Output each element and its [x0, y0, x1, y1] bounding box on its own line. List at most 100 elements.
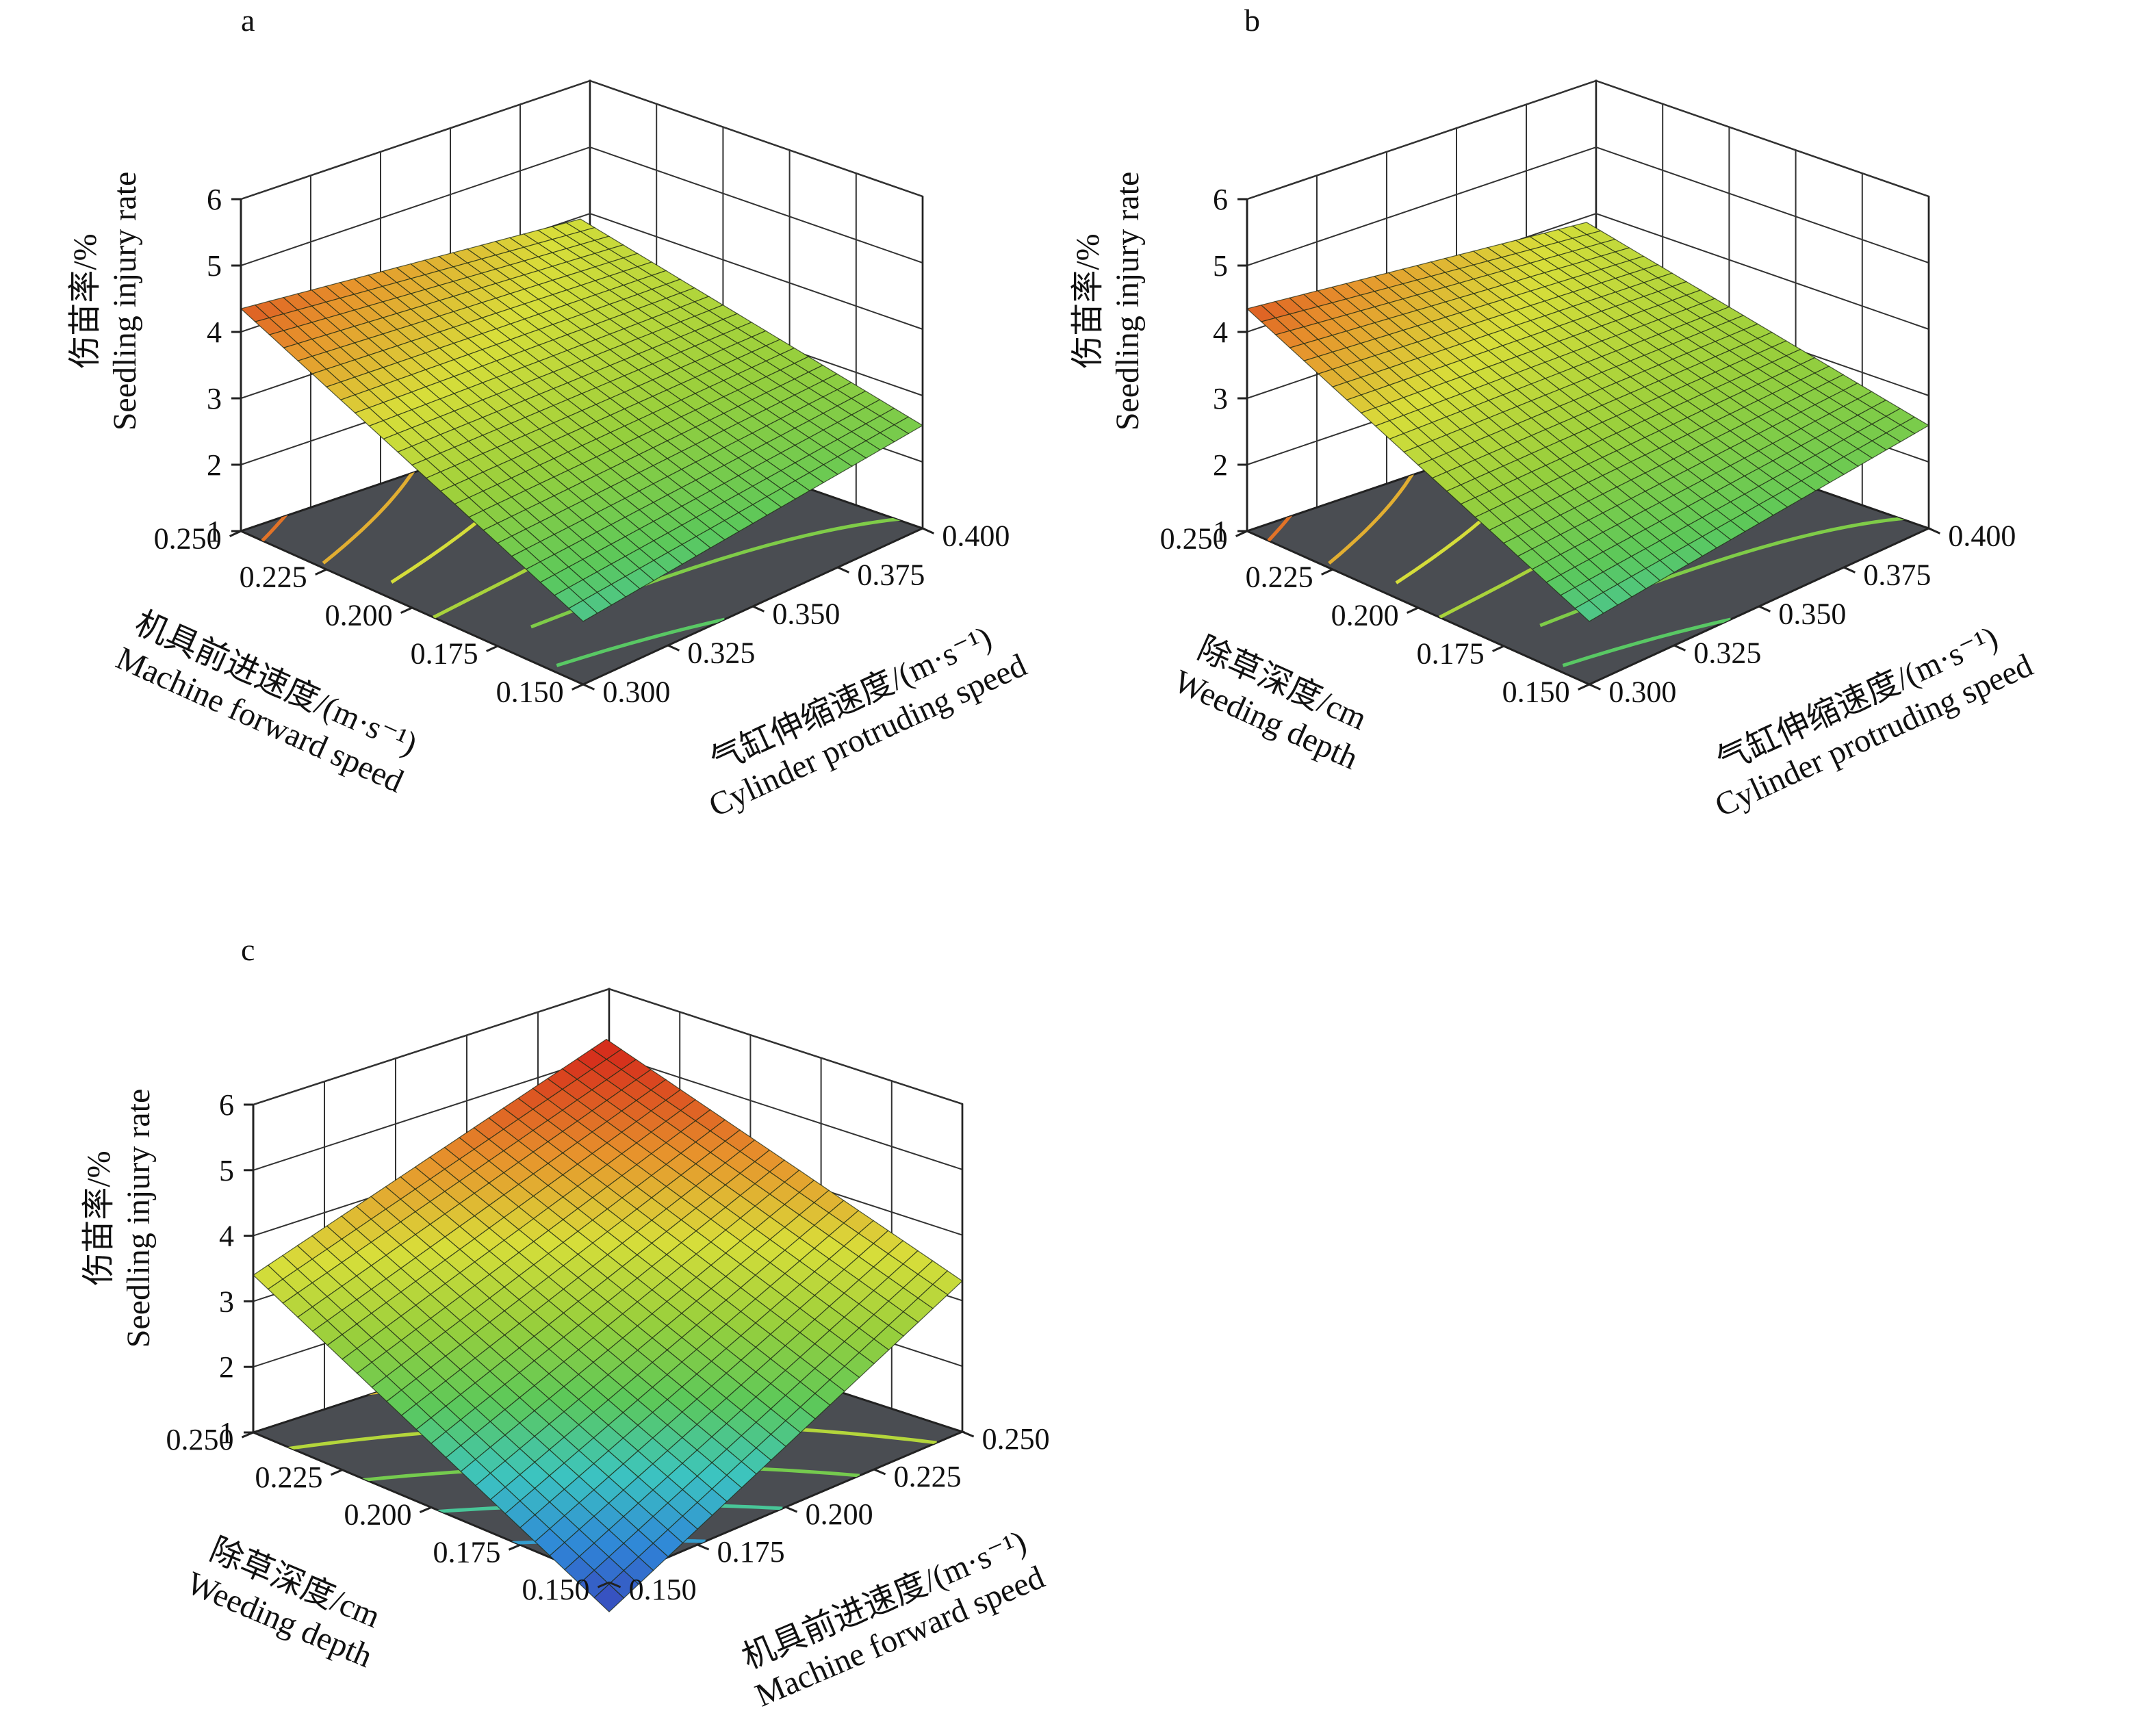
x-tick-mark [241, 1431, 254, 1439]
x-tick-mark [572, 683, 584, 691]
response-surface [1246, 222, 1930, 622]
x-tick-label: 0.225 [240, 561, 307, 594]
y-tick-label: 0.375 [1863, 558, 1931, 591]
z-tick-label: 4 [207, 316, 222, 349]
wall-gridline [1246, 146, 1929, 266]
z-tick-label: 6 [1213, 183, 1228, 216]
z-axis-title-cn: 伤苗率/% [81, 1150, 117, 1285]
x-tick-mark [597, 1581, 610, 1588]
surface-cell [1574, 600, 1604, 622]
y-tick-label: 0.300 [1608, 675, 1676, 708]
z-axis-title: 伤苗率/% Seedling injury rate [1070, 172, 1146, 431]
z-tick-label: 1 [207, 515, 222, 548]
z-axis-title-cn: 伤苗率/% [1070, 233, 1106, 368]
x-tick-label: 0.200 [344, 1498, 411, 1532]
wall-gridline [1246, 79, 1929, 200]
z-tick-label: 3 [207, 382, 222, 415]
response-surface [253, 1038, 963, 1612]
x-tick-mark [1578, 683, 1590, 691]
contour-line [1562, 617, 1732, 667]
z-tick-label: 3 [1213, 382, 1228, 415]
panel-c: 1 2 3 4 5 6 0.250 0.225 0.200 0.175 0.150 0.150 0.17… [81, 932, 1050, 1711]
y-tick-mark [785, 1506, 798, 1513]
z-tick-label: 1 [219, 1416, 234, 1450]
y-tick-label: 0.150 [629, 1573, 697, 1606]
y-tick-label: 0.400 [1948, 519, 2016, 552]
surface-cell [568, 600, 598, 622]
y-tick-mark [752, 605, 765, 613]
x-tick-label: 0.175 [411, 637, 478, 671]
z-tick-label: 5 [1213, 249, 1228, 283]
z-tick-label: 1 [1213, 515, 1228, 548]
x-tick-mark [419, 1506, 432, 1513]
response-surface [240, 218, 924, 622]
y-tick-mark [1928, 527, 1941, 535]
y-tick-label: 0.350 [1778, 597, 1846, 630]
panel-label: a [241, 3, 255, 38]
z-tick-label: 3 [219, 1285, 234, 1318]
z-tick-label: 6 [207, 183, 222, 216]
z-tick-label: 5 [219, 1154, 234, 1187]
y-tick-label: 0.300 [602, 675, 670, 708]
y-tick-mark [837, 566, 850, 574]
x-tick-label: 0.200 [325, 599, 393, 632]
x-tick-label: 0.150 [496, 676, 564, 709]
z-axis-title-en: Seedling injury rate [120, 1089, 157, 1348]
panel-a: 1 2 3 4 5 6 0.250 0.225 0.200 0.175 0.150 0.300 0.32… [67, 3, 1032, 824]
x-tick-label: 0.225 [255, 1461, 322, 1494]
z-tick-label: 2 [219, 1350, 234, 1384]
z-axis-title-en: Seedling injury rate [1109, 172, 1146, 431]
y-tick-mark [582, 683, 595, 691]
x-tick-mark [1492, 645, 1504, 652]
surface-cell [593, 1583, 625, 1612]
y-tick-mark [608, 1581, 621, 1588]
x-tick-mark [486, 645, 498, 652]
x-tick-label: 0.250 [154, 522, 222, 556]
wall-gridline [240, 146, 923, 266]
z-axis-title: 伤苗率/% Seedling injury rate [67, 172, 143, 431]
contour-line [1539, 516, 1910, 628]
y-tick-label: 0.400 [942, 519, 1010, 552]
x-tick-label: 0.150 [522, 1573, 589, 1606]
wall-gridline [253, 988, 963, 1105]
y-tick-mark [697, 1543, 710, 1551]
y-tick-label: 0.175 [717, 1535, 785, 1569]
x-axis-title: 机具前进速度/(m·s⁻¹)Machine forward speed [111, 605, 422, 800]
y-tick-label: 0.350 [772, 597, 840, 630]
y-tick-label: 0.200 [806, 1497, 873, 1531]
x-tick-label: 0.225 [1246, 561, 1313, 594]
x-tick-label: 0.175 [433, 1535, 500, 1569]
z-tick-label: 2 [1213, 448, 1228, 482]
y-tick-mark [1758, 605, 1771, 613]
y-tick-label: 0.325 [1693, 636, 1761, 669]
panel-label: c [241, 932, 255, 967]
y-tick-mark [922, 527, 935, 535]
wall-gridline [240, 79, 923, 200]
z-tick-label: 5 [207, 249, 222, 283]
z-tick-label: 6 [219, 1088, 234, 1122]
z-axis-title-cn: 伤苗率/% [67, 233, 103, 368]
x-tick-mark [330, 1469, 343, 1476]
y-tick-mark [1843, 566, 1856, 574]
z-axis-title-en: Seedling injury rate [107, 172, 143, 431]
panel-b: 1 2 3 4 5 6 0.250 0.225 0.200 0.175 0.150 0.300 0.32… [1070, 3, 2038, 824]
y-tick-label: 0.325 [687, 636, 755, 669]
x-tick-label: 0.250 [1160, 522, 1228, 556]
z-tick-label: 4 [219, 1220, 234, 1253]
y-tick-label: 0.250 [982, 1422, 1050, 1456]
x-tick-mark [1321, 568, 1333, 576]
z-tick-label: 4 [1213, 316, 1228, 349]
panel-label: b [1244, 3, 1260, 38]
x-tick-mark [400, 606, 413, 614]
x-tick-mark [229, 530, 242, 537]
x-tick-mark [1407, 606, 1419, 614]
x-tick-label: 0.250 [166, 1423, 233, 1456]
z-axis-title: 伤苗率/% Seedling injury rate [81, 1089, 157, 1348]
y-tick-mark [667, 644, 680, 652]
x-tick-mark [1235, 530, 1248, 537]
y-tick-label: 0.225 [894, 1460, 962, 1493]
y-tick-mark [962, 1430, 975, 1438]
contour-line [556, 617, 726, 667]
